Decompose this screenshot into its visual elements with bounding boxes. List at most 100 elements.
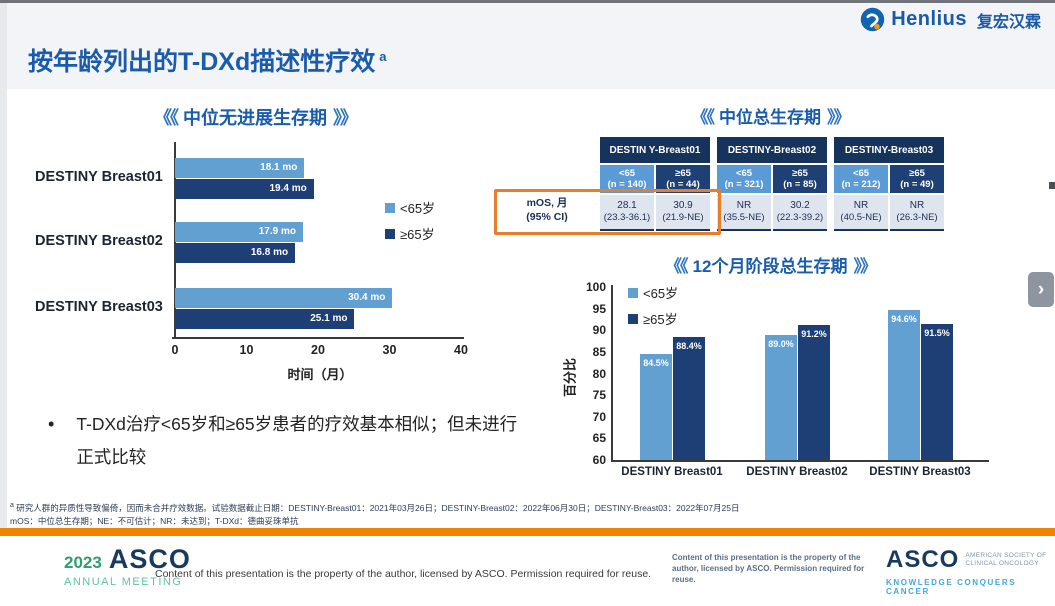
- table-cell: 30.2 (22.3-39.2): [773, 195, 827, 231]
- bar: 91.2%: [798, 325, 830, 460]
- legend-item: <65岁: [628, 283, 678, 302]
- bar: 18.1 mo: [175, 158, 305, 178]
- asco-society-lines: AMERICAN SOCIETY OF CLINICAL ONCOLOGY: [965, 552, 1047, 567]
- legend-item: ≥65岁: [385, 224, 435, 243]
- os12-chart: 《《 12个月阶段总生存期 》》 百分比 <65岁 ≥65岁 100 95 90 85 80…: [540, 250, 1010, 490]
- table-cell: NR (26.3-NE): [890, 195, 944, 231]
- os12-chart-title: 《《 12个月阶段总生存期 》》: [665, 257, 877, 276]
- bar: 89.0%: [765, 334, 797, 460]
- legend-swatch-light: [385, 202, 395, 213]
- asco-society-logo: ASCO AMERICAN SOCIETY OF CLINICAL ONCOLOG…: [886, 546, 1047, 596]
- bar-value-label: 16.8 mo: [250, 247, 289, 258]
- bullet-icon: •: [48, 414, 55, 434]
- axis-tick-label: 20: [311, 343, 325, 357]
- bar-value-label: 30.4 mo: [348, 292, 386, 303]
- bar-value-label: 19.4 mo: [269, 183, 307, 194]
- x-axis: [611, 460, 989, 462]
- footnote-line1: a 研究人群的异质性导致偏倚，因而未合并疗效数据。试验数据截止日期：DESTIN…: [10, 502, 740, 513]
- table-row: 28.1 (23.3-36.1) 30.9 (21.9-NE): [600, 195, 710, 231]
- subcolumn-header: ≥65 (n = 49): [890, 165, 944, 193]
- asco-annual-meeting-logo: 2023 ASCO ANNUAL MEETING: [64, 544, 191, 588]
- bar-value-label: 84.5%: [643, 358, 669, 369]
- subcolumn-header: ≥65 (n = 44): [656, 165, 710, 193]
- table-cell: NR (35.5-NE): [717, 195, 771, 231]
- chevrons-right-icon: 》》: [333, 108, 358, 128]
- bar: 17.9 mo: [175, 222, 303, 242]
- pfs-legend: <65岁 ≥65岁: [385, 198, 435, 250]
- axis-tick-label: 95: [592, 301, 606, 316]
- table-cell: 28.1 (23.3-36.1): [600, 195, 654, 231]
- table-row: <65 (n = 321) ≥65 (n = 85): [717, 165, 827, 193]
- henlius-logo-icon: [860, 7, 885, 32]
- os-table-group-breast01: DESTIN Y-Breast01 <65 (n = 140) ≥65 (n = 4…: [600, 137, 710, 231]
- chevrons-left-icon: 《《: [691, 108, 715, 127]
- os12-plot-area: 百分比 <65岁 ≥65岁 100 95 90 85 80 75 70 65 60 DESTINY…: [540, 250, 1010, 490]
- chevron-right-icon: ›: [1037, 278, 1045, 300]
- bar: 16.8 mo: [175, 243, 296, 263]
- y-axis: [611, 285, 613, 462]
- os12-legend: <65岁 ≥65岁: [628, 283, 678, 335]
- brand-name-cn: 复宏汉霖: [976, 13, 1041, 31]
- os-table-group-breast02: DESTINY-Breast02 <65 (n = 321) ≥65 (n = 85…: [717, 137, 827, 231]
- next-slide-button[interactable]: ›: [1028, 272, 1054, 307]
- license-text: Content of this presentation is the prop…: [155, 568, 652, 580]
- table-cell: 30.9 (21.9-NE): [656, 195, 710, 231]
- axis-tick-label: 70: [592, 409, 606, 424]
- subcolumn-header: <65 (n = 321): [717, 165, 771, 193]
- table-row: NR (35.5-NE) 30.2 (22.3-39.2): [717, 195, 827, 231]
- x-axis-label: 时间（月）: [287, 367, 353, 382]
- axis-tick-label: 85: [592, 344, 606, 359]
- legend-item: <65岁: [385, 198, 435, 217]
- license-text-right: Content of this presentation is the prop…: [672, 553, 865, 584]
- scrollbar-thumb[interactable]: [1049, 182, 1055, 189]
- bar-value-label: 18.1 mo: [260, 162, 298, 173]
- column-header: DESTIN Y-Breast01: [600, 137, 710, 163]
- axis-tick-label: 100: [585, 280, 606, 294]
- footnote: a 研究人群的异质性导致偏倚，因而未合并疗效数据。试验数据截止日期：DESTIN…: [10, 499, 1040, 528]
- orange-divider: [0, 528, 1055, 536]
- brand-name: Henlius: [891, 8, 967, 30]
- category-label: DESTINY Breast01: [35, 169, 163, 185]
- x-axis: [172, 337, 464, 339]
- legend-swatch-light: [628, 287, 638, 298]
- os-table: DESTIN Y-Breast01 <65 (n = 140) ≥65 (n = 4…: [600, 137, 944, 231]
- table-row: <65 (n = 212) ≥65 (n = 49): [834, 165, 944, 193]
- category-label: DESTINY Breast02: [35, 233, 163, 249]
- bar: 30.4 mo: [175, 288, 393, 308]
- legend-swatch-dark: [628, 313, 638, 324]
- legend-swatch-dark: [385, 228, 395, 239]
- subcolumn-header: <65 (n = 212): [834, 165, 888, 193]
- column-header: DESTINY-Breast03: [834, 137, 944, 163]
- pfs-chart: 《《 中位无进展生存期 》》 时间（月） <65岁 ≥65岁 DESTINY Bre…: [35, 96, 505, 396]
- bar: 94.6%: [888, 310, 920, 460]
- axis-tick-label: 75: [592, 388, 606, 403]
- axis-tick-label: 65: [592, 431, 606, 446]
- footer: 2023 ASCO ANNUAL MEETING Content of this…: [0, 536, 1055, 606]
- bar-value-label: 89.0%: [768, 338, 794, 349]
- legend-item: ≥65岁: [628, 309, 678, 328]
- bar-value-label: 91.2%: [801, 329, 827, 340]
- bar-value-label: 94.6%: [891, 314, 917, 325]
- bar: 25.1 mo: [175, 309, 355, 329]
- axis-tick-label: 40: [454, 343, 468, 357]
- table-cell: NR (40.5-NE): [834, 195, 888, 231]
- column-header: DESTINY-Breast02: [717, 137, 827, 163]
- category-label: DESTINY Breast03: [869, 466, 971, 478]
- bar: 19.4 mo: [175, 179, 314, 199]
- subcolumn-header: <65 (n = 140): [600, 165, 654, 193]
- title-footnote-marker: a: [379, 48, 387, 64]
- axis-tick-label: 90: [592, 323, 606, 338]
- axis-tick-label: 80: [592, 366, 606, 381]
- left-edge: [0, 3, 7, 533]
- window-top-edge: [0, 0, 1055, 3]
- axis-tick-label: 30: [382, 343, 397, 357]
- bar-value-label: 17.9 mo: [258, 226, 296, 237]
- key-takeaway-bullet: • T-DXd治疗<65岁和≥65岁患者的疗效基本相似；但未进行正式比较: [48, 408, 528, 474]
- table-row: <65 (n = 140) ≥65 (n = 44): [600, 165, 710, 193]
- axis-tick-label: 0: [171, 343, 179, 357]
- chevrons-right-icon: 》》: [853, 257, 876, 276]
- table-row: NR (40.5-NE) NR (26.3-NE): [834, 195, 944, 231]
- chevrons-right-icon: 》》: [827, 108, 850, 127]
- pfs-plot-area: 时间（月） <65岁 ≥65岁 DESTINY Breast01 18.1 mo 1…: [35, 140, 505, 382]
